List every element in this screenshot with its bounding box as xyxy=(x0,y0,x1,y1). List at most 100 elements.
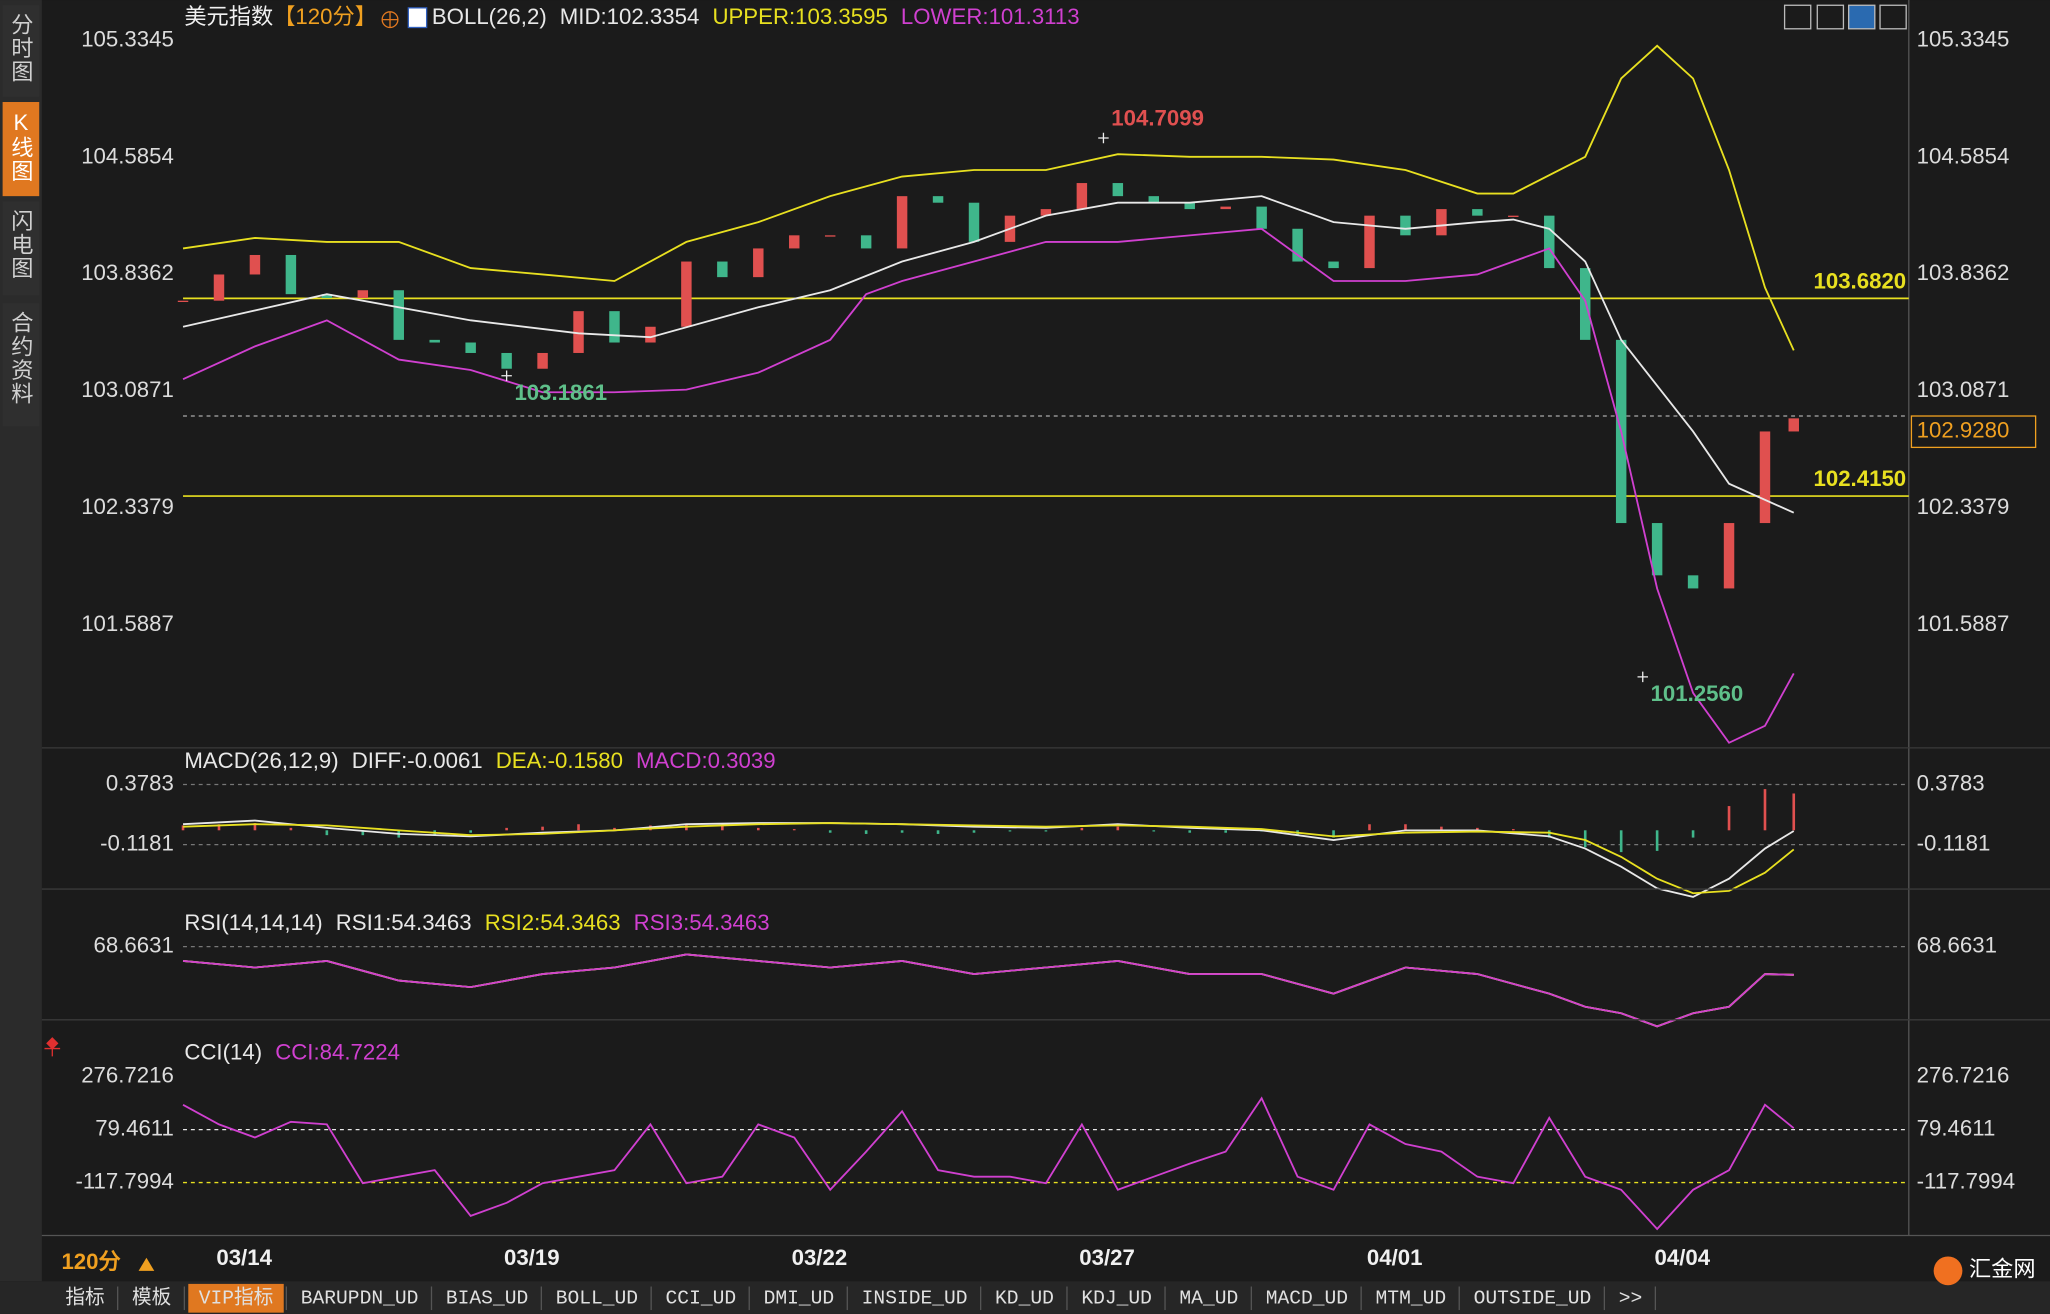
bottom-tab-label[interactable]: MTM_UD xyxy=(1376,1287,1447,1309)
bottom-tab[interactable] xyxy=(1255,1283,1359,1313)
y-tick-label-right: -0.1181 xyxy=(1917,830,1991,855)
sidebar-tab[interactable] xyxy=(2,102,40,197)
legend-entry: RSI3:54.3463 xyxy=(634,910,770,935)
icon[interactable] xyxy=(1848,4,1876,30)
add-icon-cross[interactable] xyxy=(382,11,398,28)
bottom-tab[interactable] xyxy=(188,1283,284,1313)
icon[interactable] xyxy=(1783,4,1812,30)
candle xyxy=(1436,209,1447,236)
candle xyxy=(537,352,548,369)
legend-entry: MID:102.3354 xyxy=(560,4,700,29)
y-tick-label-right: 68.6631 xyxy=(1917,932,1997,957)
candle xyxy=(501,352,512,369)
candle xyxy=(1544,215,1555,269)
chart-title: 美元指数 xyxy=(184,4,273,29)
bottom-tab-label[interactable]: VIP指标 xyxy=(199,1286,274,1309)
icon[interactable] xyxy=(1879,4,1907,30)
bottom-tab-label[interactable]: MACD_UD xyxy=(1266,1287,1348,1309)
y-tick-label: 104.5854 xyxy=(81,143,174,168)
extreme-marker xyxy=(501,370,512,381)
bottom-tab-label[interactable]: DMI_UD xyxy=(764,1287,835,1309)
bottom-tab[interactable] xyxy=(435,1283,539,1313)
legend-entry: DIFF:-0.0061 xyxy=(352,748,483,773)
series-line xyxy=(182,44,1795,351)
period-arrow[interactable] xyxy=(138,1257,155,1271)
bottom-tab[interactable] xyxy=(121,1283,182,1313)
icon[interactable] xyxy=(1816,4,1845,30)
horizontal-line-label: 103.6820 xyxy=(1813,269,1906,294)
candle xyxy=(321,294,333,299)
bottom-tab-label[interactable]: BOLL_UD xyxy=(556,1287,638,1309)
bottom-tab-label[interactable]: KDJ_UD xyxy=(1081,1287,1152,1309)
bottom-tab[interactable] xyxy=(1365,1283,1457,1313)
bottom-tab-label[interactable]: >> xyxy=(1619,1287,1643,1309)
candle xyxy=(824,235,836,237)
candle xyxy=(645,326,656,343)
candle xyxy=(1076,183,1088,210)
sidebar-tab-label[interactable]: K线图 xyxy=(8,110,33,183)
bottom-tab[interactable] xyxy=(1070,1283,1163,1313)
sidebar-tab-label[interactable]: 分时图 xyxy=(8,13,33,84)
candle xyxy=(1148,196,1160,203)
y-tick-label-right: 101.5887 xyxy=(1917,611,2010,636)
extreme-label: 101.2560 xyxy=(1651,681,1744,706)
x-tick-label: 04/01 xyxy=(1367,1245,1423,1270)
y-tick-label-right: 103.8362 xyxy=(1917,260,2010,285)
y-tick-label-right: 0.3783 xyxy=(1917,770,1985,795)
bottom-tab[interactable] xyxy=(753,1283,845,1313)
candle xyxy=(932,196,944,203)
candle xyxy=(1256,206,1267,229)
extreme-label: 103.1861 xyxy=(514,380,607,405)
x-tick-label: 03/27 xyxy=(1079,1245,1135,1270)
extreme-marker xyxy=(1098,132,1109,144)
y-tick-label: -0.1181 xyxy=(100,830,174,855)
y-tick-label: 101.5887 xyxy=(81,611,174,636)
bottom-tab-label[interactable]: MA_UD xyxy=(1179,1287,1238,1309)
sidebar-tab-label[interactable]: 闪电图 xyxy=(8,209,33,280)
y-tick-label: -117.7994 xyxy=(75,1168,173,1193)
bottom-tab-label[interactable]: BIAS_UD xyxy=(446,1287,528,1309)
series-line xyxy=(182,195,1795,514)
y-tick-label: 0.3783 xyxy=(106,770,174,795)
bottom-tab-label[interactable]: CCI_UD xyxy=(666,1287,737,1309)
y-tick-label: 79.4611 xyxy=(95,1115,174,1140)
candle xyxy=(429,339,440,343)
candle xyxy=(1508,215,1519,217)
bottom-tab-label[interactable]: 指标 xyxy=(65,1286,104,1309)
series-line xyxy=(182,227,1795,744)
bottom-tab[interactable] xyxy=(851,1283,979,1313)
candle xyxy=(717,261,728,278)
y-tick-label-right: 79.4611 xyxy=(1917,1115,1996,1140)
sidebar-tab-label[interactable]: 合约资料 xyxy=(8,311,33,406)
candle xyxy=(1220,206,1231,210)
bottom-tab[interactable] xyxy=(655,1283,747,1313)
candle xyxy=(573,311,584,353)
candle xyxy=(896,196,908,249)
bottom-tab-label[interactable]: BARUPDN_UD xyxy=(301,1287,419,1309)
bottom-tab[interactable] xyxy=(1463,1283,1602,1313)
bottom-tab-label[interactable]: 模板 xyxy=(132,1286,171,1309)
indicator-name: MACD(26,12,9) xyxy=(184,748,338,773)
bottom-tab-label[interactable]: INSIDE_UD xyxy=(862,1287,968,1309)
bottom-tab[interactable] xyxy=(54,1283,116,1313)
indicator-name: RSI(14,14,14) xyxy=(184,910,322,935)
period-label[interactable]: 120分 xyxy=(61,1249,121,1274)
candle xyxy=(285,254,297,295)
indicator-icon[interactable] xyxy=(407,7,428,29)
candle xyxy=(177,300,189,303)
sidebar-tab[interactable] xyxy=(2,303,40,427)
bottom-tab-label[interactable]: OUTSIDE_UD xyxy=(1474,1287,1592,1309)
bottom-tab[interactable] xyxy=(1168,1283,1249,1313)
sidebar-tab[interactable] xyxy=(2,5,40,97)
x-tick-label: 03/14 xyxy=(216,1245,272,1270)
bottom-tab[interactable] xyxy=(545,1283,649,1313)
candle xyxy=(1400,215,1411,236)
bottom-tab-label[interactable]: KD_UD xyxy=(995,1287,1054,1309)
bottom-tab[interactable] xyxy=(1608,1283,1653,1313)
bottom-tab[interactable] xyxy=(984,1283,1065,1313)
bottom-tab[interactable] xyxy=(290,1283,429,1313)
y-tick-label-right: 276.7216 xyxy=(1917,1063,2010,1088)
sidebar-tab[interactable] xyxy=(2,201,40,296)
y-tick-label-right: 105.3345 xyxy=(1917,26,2010,51)
